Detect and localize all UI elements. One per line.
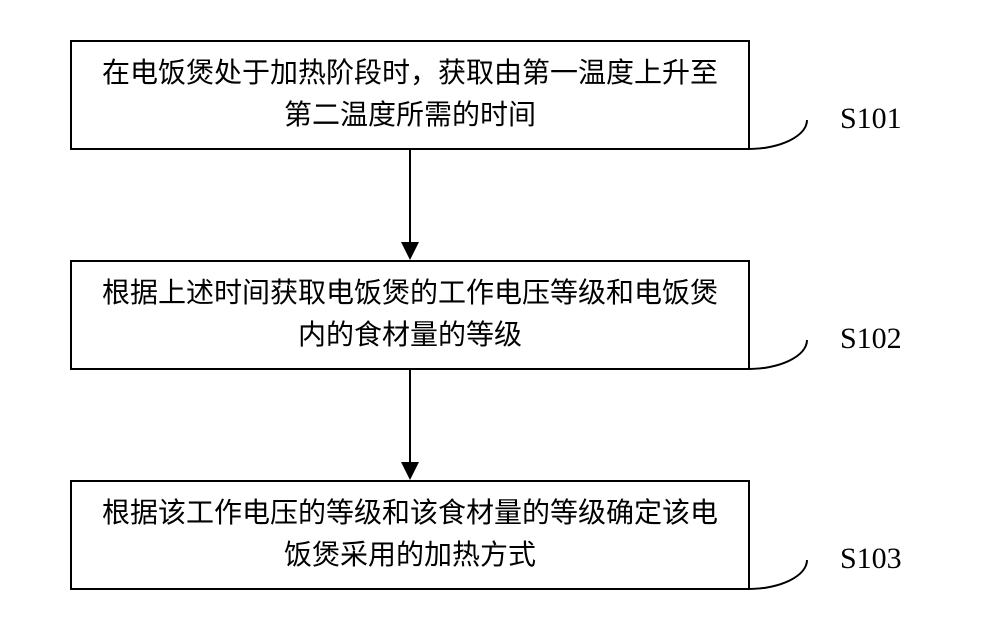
label-connector-curve	[748, 560, 808, 590]
flow-step-box: 根据上述时间获取电饭煲的工作电压等级和电饭煲内的食材量的等级	[70, 260, 750, 370]
flow-arrow	[401, 370, 419, 480]
flow-step-text: 根据该工作电压的等级和该食材量的等级确定该电饭煲采用的加热方式	[92, 493, 728, 577]
flow-arrow-head	[401, 462, 419, 480]
flow-step-box: 在电饭煲处于加热阶段时，获取由第一温度上升至第二温度所需的时间	[70, 40, 750, 150]
flow-arrow-head	[401, 242, 419, 260]
label-connector-curve	[748, 340, 808, 370]
flow-step-id: S103	[840, 542, 902, 576]
flow-arrow	[401, 150, 419, 260]
flow-step-id: S101	[840, 102, 902, 136]
flow-arrow-line	[409, 150, 411, 242]
flow-step-text: 在电饭煲处于加热阶段时，获取由第一温度上升至第二温度所需的时间	[92, 53, 728, 137]
flow-step-text: 根据上述时间获取电饭煲的工作电压等级和电饭煲内的食材量的等级	[92, 273, 728, 357]
flow-step-id: S102	[840, 322, 902, 356]
flow-step-box: 根据该工作电压的等级和该食材量的等级确定该电饭煲采用的加热方式	[70, 480, 750, 590]
flow-arrow-line	[409, 370, 411, 462]
label-connector-curve	[748, 120, 808, 150]
